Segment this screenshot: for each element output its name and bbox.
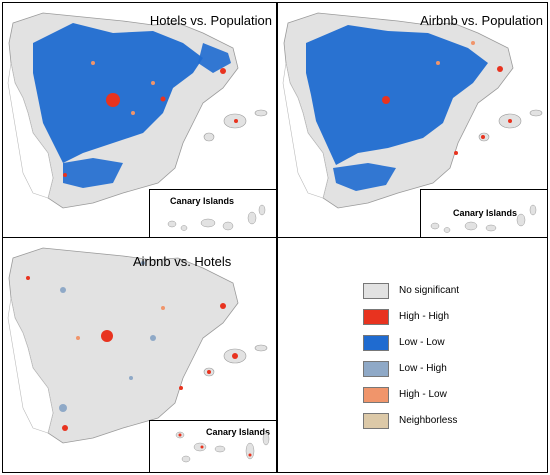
canary-islands-map (430, 204, 537, 233)
legend-swatch (363, 413, 389, 429)
panel-airbnb-vs-hotels: Airbnb vs. Hotels Canary Islands (2, 237, 277, 473)
legend-swatch (363, 309, 389, 325)
map-hotels-vs-population (7, 12, 268, 209)
panel-hotels-vs-population: Hotels vs. Population Canary Islands (2, 2, 277, 238)
panel-legend (277, 237, 548, 473)
map-airbnb-vs-hotels (7, 247, 268, 444)
high-low-clusters (76, 306, 165, 340)
high-low-clusters (91, 61, 155, 115)
inset-label: Canary Islands (453, 208, 518, 218)
portugal (7, 62, 54, 199)
low-low-clusters (33, 23, 231, 188)
legend-swatch (363, 361, 389, 377)
legend-label: Low - High (399, 363, 447, 374)
legend-label: High - Low (399, 389, 447, 400)
portugal (7, 297, 54, 434)
baleares-menorca (529, 109, 543, 117)
baleares-menorca (254, 109, 268, 117)
legend-label: Low - Low (399, 337, 445, 348)
high-high-clusters (382, 66, 512, 155)
baleares-menorca (254, 344, 268, 352)
portugal (282, 62, 329, 199)
legend-label: No significant (399, 285, 460, 296)
inset-label: Canary Islands (170, 196, 235, 206)
legend-label: Neighborless (399, 415, 458, 426)
low-high-clusters (59, 261, 156, 412)
panel-title: Airbnb vs. Hotels (133, 254, 232, 269)
legend-label: High - High (399, 311, 450, 322)
panel-title: Hotels vs. Population (149, 13, 272, 28)
legend-swatch (363, 387, 389, 403)
baleares-ibiza (203, 132, 215, 142)
panel-title: Airbnb vs. Population (420, 13, 543, 28)
inset-canary-islands: Canary Islands (420, 189, 547, 237)
inset-canary-islands: Canary Islands (149, 189, 276, 237)
legend-swatch (363, 283, 389, 299)
map-airbnb-vs-population (282, 12, 543, 209)
canary-islands-map (175, 431, 270, 463)
high-high-clusters (63, 68, 238, 177)
high-low-clusters (436, 41, 475, 65)
low-low-clusters (306, 25, 488, 191)
canary-islands-map (167, 204, 266, 231)
panel-airbnb-vs-population: Airbnb vs. Population Canary Islands (277, 2, 548, 238)
legend-swatch (363, 335, 389, 351)
inset-label: Canary Islands (206, 427, 271, 437)
high-high-clusters (26, 276, 238, 431)
inset-canary-islands: Canary Islands (149, 420, 276, 472)
